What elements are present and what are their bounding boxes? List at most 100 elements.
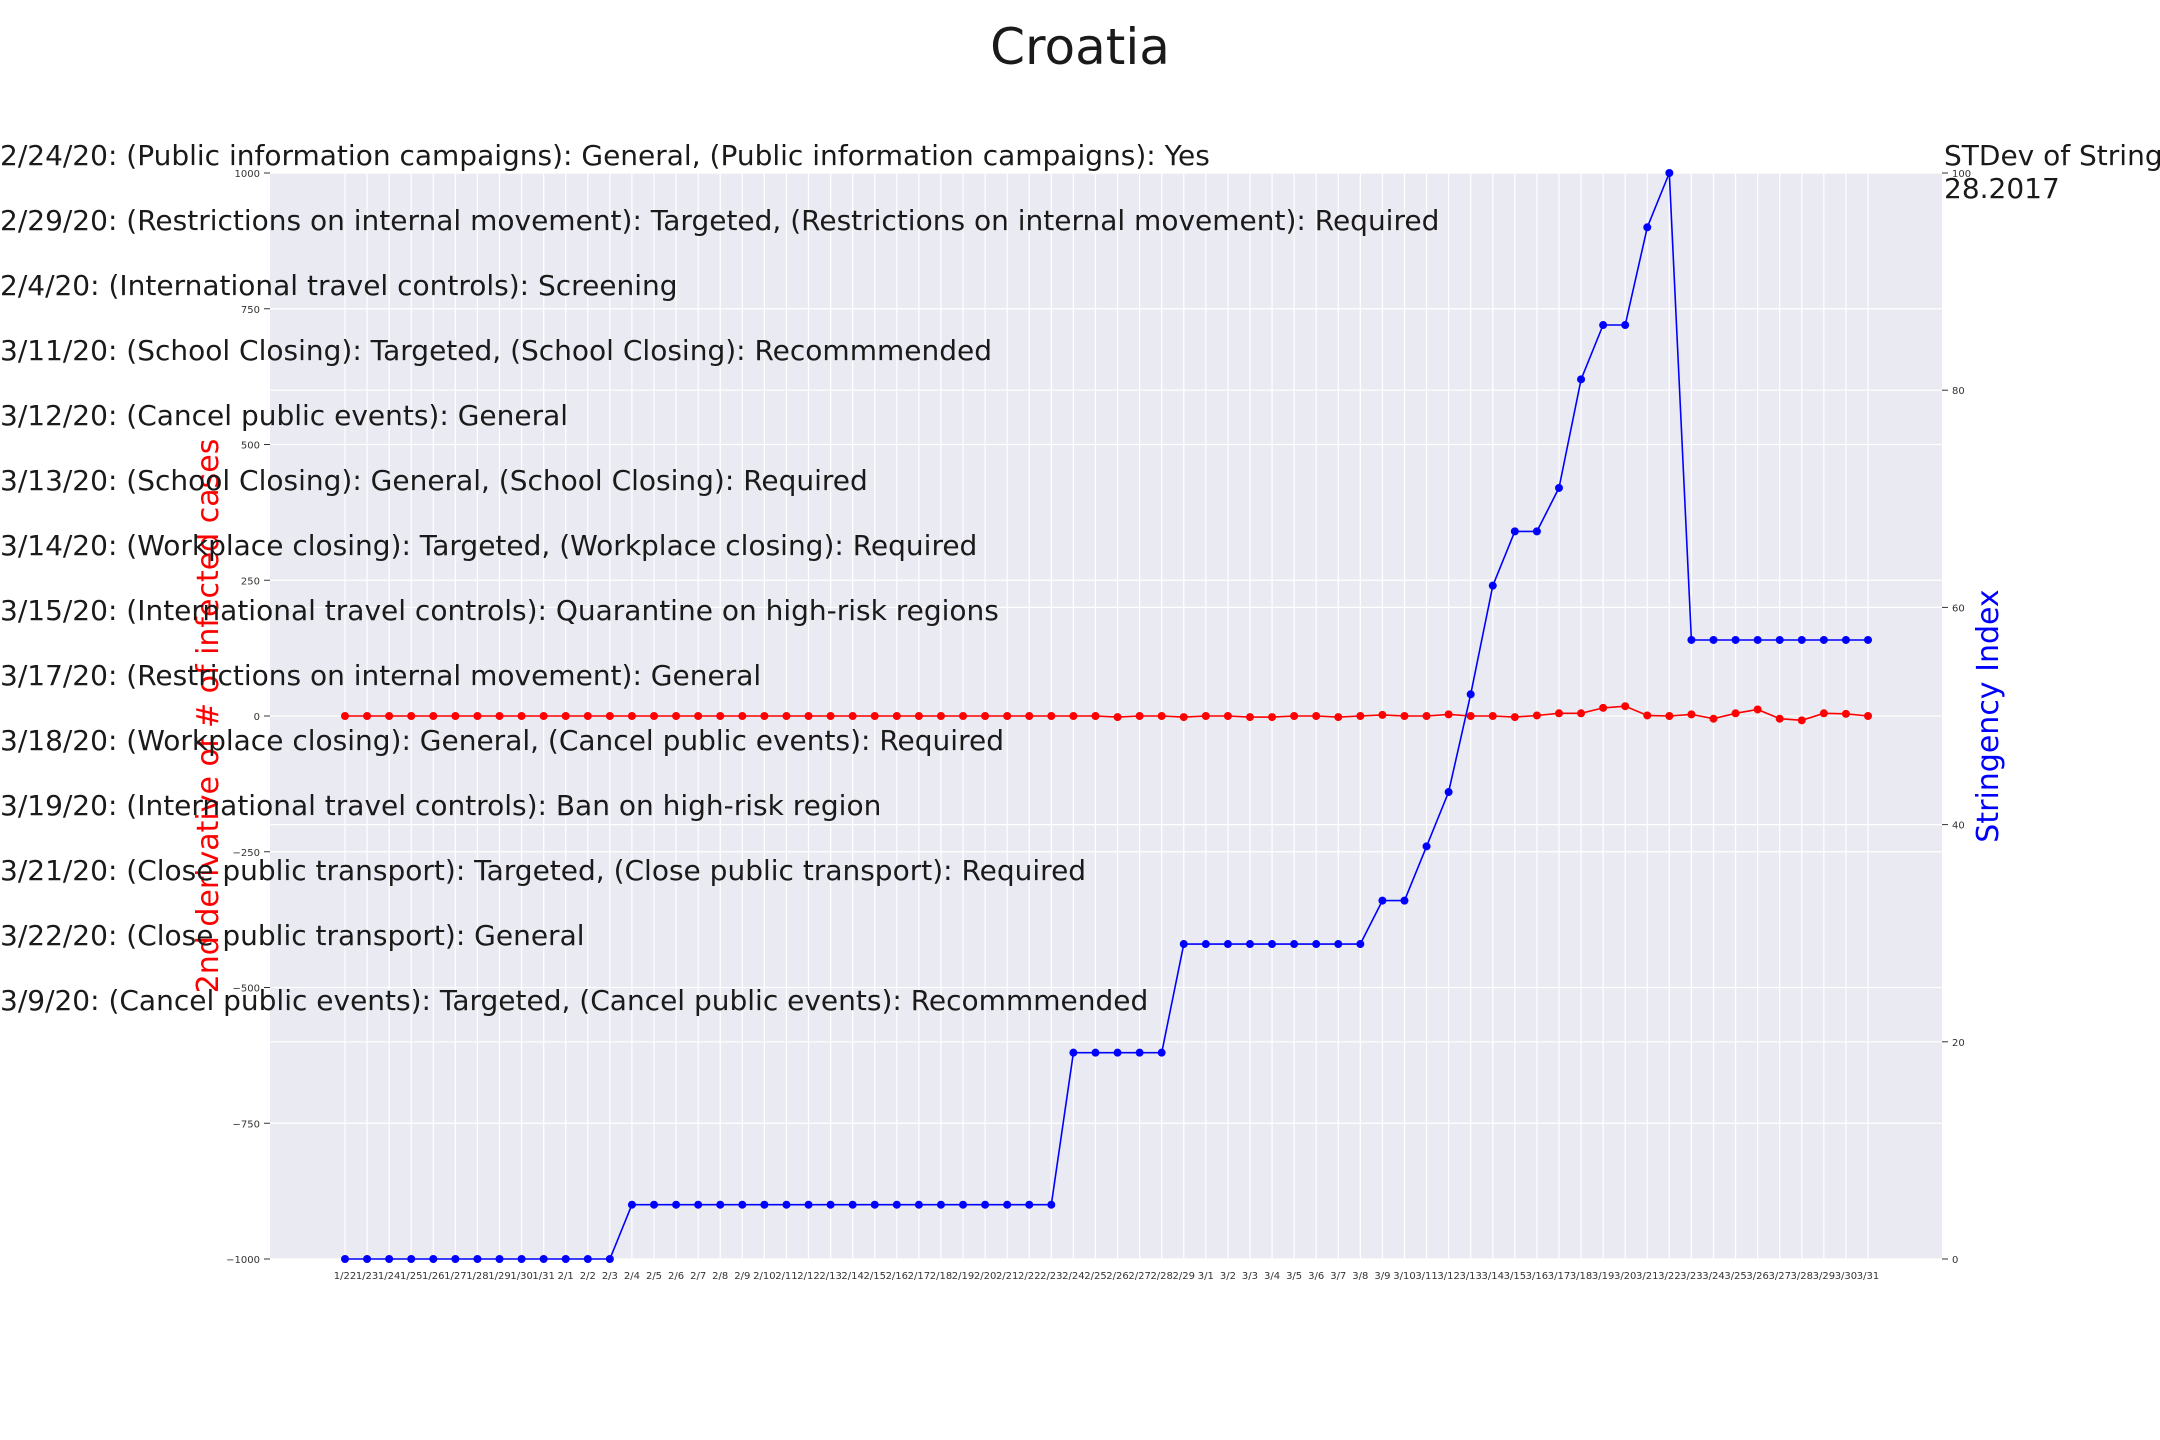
data-point (341, 712, 349, 720)
data-point (539, 712, 548, 720)
data-point (959, 712, 968, 720)
data-point (495, 1255, 504, 1263)
data-point (1599, 321, 1608, 330)
data-point (1444, 788, 1453, 797)
x-tick-label: 2/15 (864, 1271, 886, 1282)
data-point (1003, 712, 1012, 720)
data-point (1135, 1048, 1144, 1057)
data-point (605, 1255, 614, 1263)
data-point (848, 712, 857, 720)
data-point (1599, 703, 1608, 712)
data-point (451, 1255, 460, 1263)
data-point (914, 1200, 923, 1209)
data-point (363, 712, 372, 720)
annotation-text: 2/4/20: (International travel controls):… (0, 269, 678, 302)
left-tick-label: −1000 (226, 1255, 260, 1266)
data-point (1731, 635, 1740, 644)
data-point (451, 712, 460, 720)
series-2nd-derivative (341, 702, 1872, 725)
data-point (1356, 712, 1365, 720)
data-point (1113, 713, 1122, 722)
data-point (1290, 940, 1299, 949)
data-point (936, 712, 945, 720)
data-point (870, 712, 879, 720)
annotation-text: 3/12/20: (Cancel public events): General (0, 399, 568, 432)
data-point (385, 1255, 394, 1263)
data-point (1223, 712, 1232, 720)
x-tick-label: 3/30 (1835, 1271, 1857, 1282)
x-tick-label: 2/22 (1018, 1271, 1040, 1282)
data-point (1819, 709, 1828, 718)
x-tick-label: 3/24 (1702, 1271, 1724, 1282)
data-point (1422, 712, 1431, 720)
x-tick-label: 2/21 (996, 1271, 1018, 1282)
data-point (1025, 712, 1034, 720)
data-point (517, 712, 526, 720)
data-point (1488, 581, 1497, 590)
data-point (848, 1200, 857, 1209)
x-tick-label: 1/24 (378, 1271, 400, 1282)
data-point (583, 712, 592, 720)
data-point (1841, 635, 1850, 644)
x-tick-label: 3/10 (1393, 1271, 1415, 1282)
data-point (1135, 712, 1144, 720)
data-point (1069, 712, 1078, 720)
data-point (1003, 1200, 1012, 1209)
data-point (1687, 710, 1696, 719)
x-tick-label: 2/29 (1173, 1271, 1195, 1282)
x-tick-label: 1/27 (444, 1271, 466, 1282)
x-tick-label: 3/19 (1592, 1271, 1614, 1282)
data-point (1179, 713, 1188, 722)
left-axis-label: 2nd derivative of # of infected cases (191, 439, 226, 994)
data-point (782, 712, 791, 720)
x-tick-label: 3/17 (1548, 1271, 1570, 1282)
data-point (1731, 709, 1740, 718)
left-tick-label: −500 (233, 984, 260, 995)
data-point (1841, 709, 1850, 718)
data-point (672, 712, 681, 720)
left-tick-label: 1000 (235, 169, 260, 180)
left-tick-label: −750 (233, 1119, 260, 1130)
data-point (1797, 716, 1806, 725)
x-tick-label: 3/1 (1198, 1271, 1214, 1282)
data-point (605, 712, 614, 720)
left-tick-label: 750 (241, 305, 260, 316)
annotation-text: 3/21/20: (Close public transport): Targe… (0, 854, 1086, 887)
data-point (1621, 702, 1630, 711)
data-point (1047, 712, 1056, 720)
data-point (1444, 710, 1453, 719)
x-tick-label: 3/12 (1437, 1271, 1459, 1282)
x-tick-label: 3/27 (1768, 1271, 1790, 1282)
x-tick-label: 3/13 (1459, 1271, 1481, 1282)
data-point (914, 712, 923, 720)
x-tick-label: 3/6 (1308, 1271, 1324, 1282)
x-tick-label: 1/26 (422, 1271, 444, 1282)
x-tick-label: 2/24 (1062, 1271, 1084, 1282)
series-stringency (341, 169, 1872, 1263)
x-tick-label: 2/10 (753, 1271, 775, 1282)
data-point (738, 1200, 747, 1209)
x-tick-label: 3/15 (1504, 1271, 1526, 1282)
data-point (407, 1255, 416, 1263)
x-tick-label: 3/21 (1636, 1271, 1658, 1282)
data-point (1025, 1200, 1034, 1209)
annotation-text: 3/15/20: (International travel controls)… (0, 594, 999, 627)
right-tick-label: 100 (1952, 169, 1971, 180)
data-point (1753, 705, 1762, 714)
x-tick-label: 3/31 (1857, 1271, 1879, 1282)
x-tick-label: 3/26 (1746, 1271, 1768, 1282)
annotation-text: 3/17/20: (Restrictions on internal movem… (0, 659, 761, 692)
data-point (1577, 709, 1586, 718)
x-tick-label: 2/26 (1106, 1271, 1128, 1282)
data-point (1268, 713, 1277, 722)
data-point (1312, 940, 1321, 949)
data-point (561, 712, 570, 720)
data-point (627, 712, 636, 720)
x-tick-label: 2/6 (668, 1271, 684, 1282)
x-tick-label: 3/22 (1658, 1271, 1680, 1282)
data-point (1687, 635, 1696, 644)
data-point (1532, 711, 1541, 720)
data-point (1378, 710, 1387, 719)
x-tick-label: 2/20 (974, 1271, 996, 1282)
